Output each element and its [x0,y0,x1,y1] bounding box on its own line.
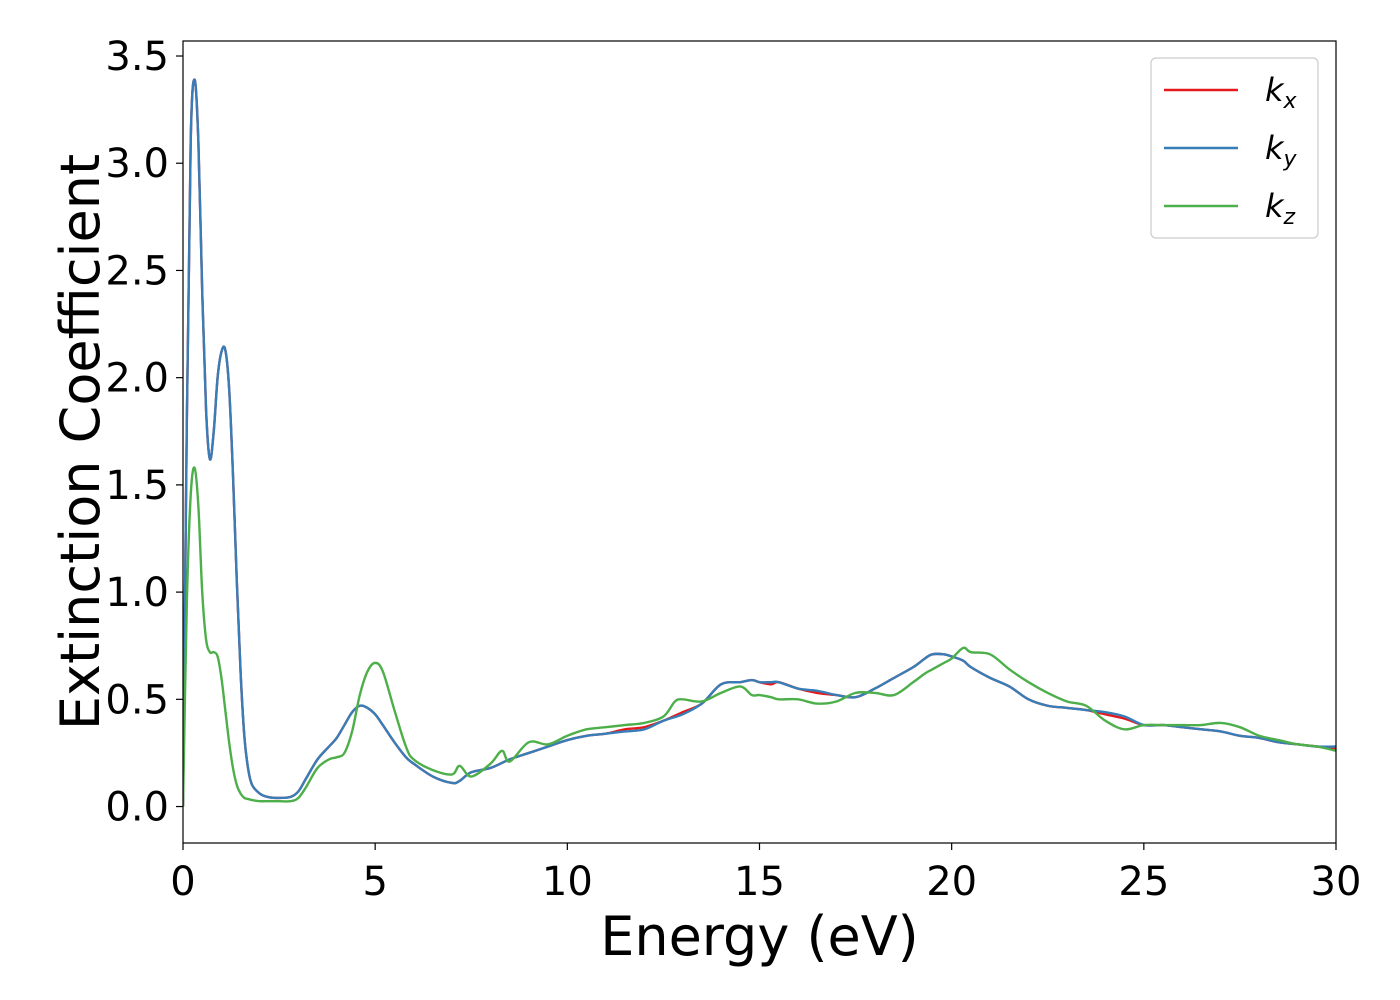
legend-label-subscript: y [1283,147,1298,172]
x-tick-label: 15 [734,859,785,905]
legend-label-subscript: x [1283,89,1298,114]
x-tick-label: 5 [362,859,387,905]
series-line-z [183,466,1336,807]
x-axis-ticks: 0 5 10 15 20 25 30 [170,843,1361,905]
y-tick-label: 3.0 [105,141,169,187]
y-tick-label: 0.5 [105,677,169,723]
x-tick-label: 0 [170,859,195,905]
y-tick-label: 2.5 [105,248,169,294]
legend-label-subscript: z [1283,205,1296,230]
x-tick-label: 10 [542,859,593,905]
x-tick-label: 25 [1118,859,1169,905]
y-tick-label: 1.0 [105,570,169,616]
y-tick-label: 2.0 [105,356,169,402]
x-tick-label: 30 [1311,859,1362,905]
y-axis-label: Extinction Coefficient [49,154,112,730]
series-layer [183,78,1336,807]
series-line-y [183,78,1336,807]
y-tick-label: 1.5 [105,463,169,509]
y-tick-label: 0.0 [105,785,169,831]
y-axis-ticks: 0.0 0.5 1.0 1.5 2.0 2.5 3.0 3.5 [105,34,183,831]
x-tick-label: 20 [926,859,977,905]
x-axis-label: Energy (eV) [600,905,919,968]
y-tick-label: 3.5 [105,34,169,80]
